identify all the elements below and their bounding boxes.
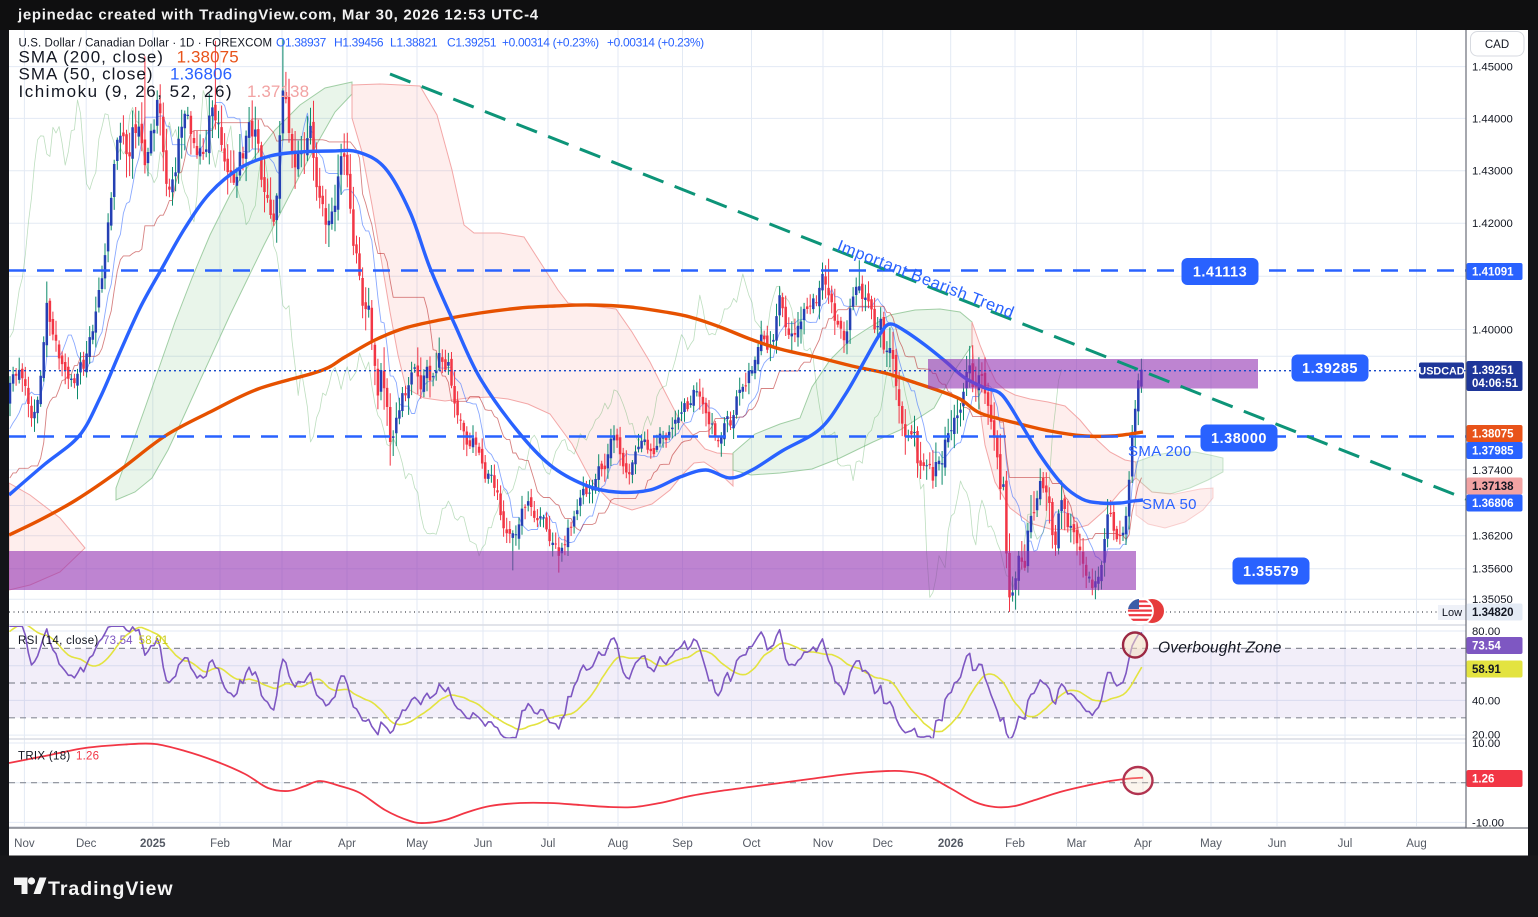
svg-text:-10.00: -10.00	[1472, 817, 1504, 829]
svg-text:1.35050: 1.35050	[1472, 594, 1513, 606]
svg-text:H1.39456: H1.39456	[334, 35, 384, 49]
svg-text:1.41091: 1.41091	[1472, 267, 1514, 279]
svg-text:1.37138: 1.37138	[1472, 481, 1514, 493]
svg-text:SMA (200, close): SMA (200, close)	[19, 48, 164, 67]
svg-text:Mar: Mar	[1067, 838, 1087, 850]
svg-text:TradingView: TradingView	[48, 878, 174, 900]
svg-text:Jun: Jun	[474, 838, 493, 850]
svg-text:1.38075: 1.38075	[1472, 429, 1514, 441]
svg-text:U.S. Dollar / Canadian Dollar: U.S. Dollar / Canadian Dollar · 1D · FOR…	[19, 37, 273, 49]
svg-text:40.00: 40.00	[1472, 696, 1500, 708]
svg-text:10.00: 10.00	[1472, 738, 1500, 750]
svg-text:Oct: Oct	[743, 838, 762, 850]
svg-text:58.91: 58.91	[139, 635, 169, 647]
svg-text:1.39251: 1.39251	[1472, 365, 1514, 377]
svg-text:SMA 200: SMA 200	[1128, 443, 1192, 460]
svg-text:1.35600: 1.35600	[1472, 564, 1513, 576]
svg-text:Feb: Feb	[1005, 838, 1025, 850]
svg-text:Apr: Apr	[338, 838, 356, 850]
svg-text:1.45000: 1.45000	[1472, 62, 1513, 74]
svg-text:1.26: 1.26	[76, 751, 99, 763]
svg-text:Low: Low	[1442, 607, 1462, 619]
svg-text:+0.00314 (+0.23%): +0.00314 (+0.23%)	[607, 35, 704, 49]
svg-text:Jul: Jul	[1338, 838, 1353, 850]
svg-text:1.26: 1.26	[1472, 774, 1494, 786]
svg-text:1.37985: 1.37985	[1472, 446, 1514, 458]
svg-text:May: May	[1200, 838, 1222, 850]
svg-text:Sep: Sep	[672, 838, 692, 850]
svg-text:1.36806: 1.36806	[170, 65, 232, 84]
svg-text:1.38000: 1.38000	[1211, 431, 1267, 447]
svg-text:C1.39251: C1.39251	[447, 35, 497, 49]
svg-text:Dec: Dec	[872, 838, 893, 850]
svg-text:Dec: Dec	[76, 838, 97, 850]
svg-text:Jun: Jun	[1268, 838, 1287, 850]
svg-text:O1.38937: O1.38937	[276, 35, 327, 49]
svg-text:L1.38821: L1.38821	[390, 35, 438, 49]
svg-text:1.44000: 1.44000	[1472, 113, 1513, 125]
svg-text:1.40000: 1.40000	[1472, 325, 1513, 337]
svg-text:jepinedac created with Trading: jepinedac created with TradingView.com, …	[17, 7, 539, 24]
svg-text:1.41113: 1.41113	[1193, 265, 1247, 281]
svg-text:04:06:51: 04:06:51	[1472, 378, 1519, 390]
svg-text:20.00: 20.00	[1472, 730, 1500, 742]
svg-text:1.36200: 1.36200	[1472, 531, 1513, 543]
svg-text:Apr: Apr	[1134, 838, 1152, 850]
svg-text:USDCAD: USDCAD	[1418, 366, 1464, 378]
svg-text:73.54: 73.54	[1472, 641, 1501, 653]
svg-text:1.42000: 1.42000	[1472, 218, 1513, 230]
svg-text:CAD: CAD	[1485, 39, 1509, 51]
svg-text:Ichimoku (9, 26, 52, 26): Ichimoku (9, 26, 52, 26)	[19, 82, 234, 101]
svg-text:Feb: Feb	[210, 838, 230, 850]
svg-text:Mar: Mar	[272, 838, 292, 850]
svg-text:1.43000: 1.43000	[1472, 166, 1513, 178]
svg-text:2026: 2026	[938, 838, 964, 850]
svg-text:SMA 50: SMA 50	[1142, 496, 1197, 513]
svg-text:SMA (50, close): SMA (50, close)	[19, 65, 154, 84]
svg-text:2025: 2025	[140, 838, 166, 850]
svg-text:1.38075: 1.38075	[177, 48, 239, 67]
svg-text:1.35579: 1.35579	[1243, 564, 1299, 580]
svg-text:73.54: 73.54	[103, 635, 133, 647]
svg-text:1.34820: 1.34820	[1472, 607, 1514, 619]
svg-text:80.00: 80.00	[1472, 626, 1500, 638]
svg-text:Nov: Nov	[813, 838, 834, 850]
svg-text:Jul: Jul	[541, 838, 556, 850]
svg-text:TRIX (18): TRIX (18)	[18, 751, 71, 763]
svg-text:1.37138: 1.37138	[247, 82, 309, 101]
svg-text:Nov: Nov	[14, 838, 35, 850]
svg-text:Aug: Aug	[608, 838, 628, 850]
svg-text:1.37400: 1.37400	[1472, 465, 1513, 477]
svg-text:Aug: Aug	[1406, 838, 1426, 850]
svg-text:Overbought Zone: Overbought Zone	[1158, 640, 1282, 657]
svg-text:1.39285: 1.39285	[1302, 361, 1358, 377]
svg-text:+0.00314 (+0.23%): +0.00314 (+0.23%)	[502, 35, 599, 49]
svg-text:58.91: 58.91	[1472, 664, 1501, 676]
svg-text:May: May	[406, 838, 428, 850]
svg-text:RSI (14, close): RSI (14, close)	[18, 635, 99, 647]
svg-text:1.36806: 1.36806	[1472, 498, 1514, 510]
